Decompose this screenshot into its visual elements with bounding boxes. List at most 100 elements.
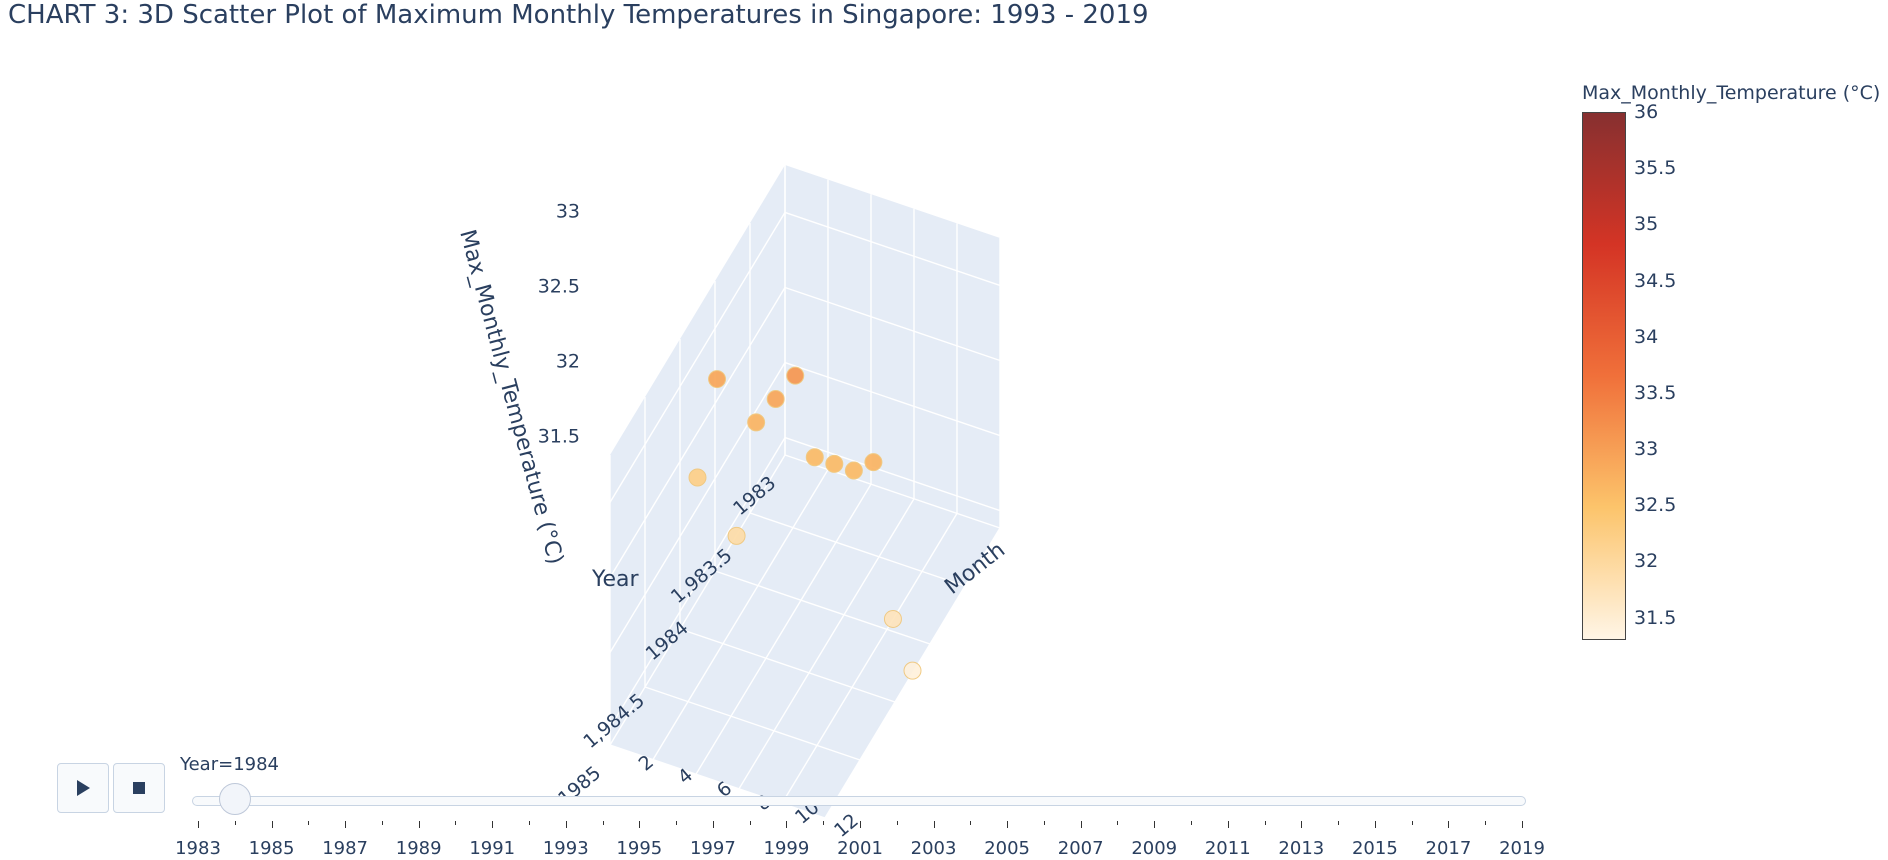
slider-tick-label[interactable]: 2003 bbox=[910, 838, 957, 859]
gridline bbox=[609, 454, 786, 746]
slider-tick bbox=[492, 821, 494, 828]
play-icon bbox=[77, 780, 90, 796]
scatter-point[interactable] bbox=[864, 453, 883, 472]
slider-tick-label[interactable]: 2005 bbox=[984, 838, 1031, 859]
slider-tick bbox=[1191, 821, 1192, 825]
gridline bbox=[749, 512, 966, 587]
colorbar-tick-label: 32 bbox=[1634, 550, 1659, 573]
slider-tick-label[interactable]: 1987 bbox=[322, 838, 369, 859]
scatter-point[interactable] bbox=[727, 526, 746, 545]
gridline bbox=[784, 454, 1001, 529]
z-tick-label: 33 bbox=[556, 200, 580, 222]
chart-title: CHART 3: 3D Scatter Plot of Maximum Mont… bbox=[8, 0, 1149, 30]
slider-tick-label[interactable]: 1999 bbox=[763, 838, 810, 859]
slider-tick-label[interactable]: 1997 bbox=[689, 838, 736, 859]
scatter-point[interactable] bbox=[844, 461, 863, 480]
colorbar-tick-label: 35.5 bbox=[1634, 157, 1677, 180]
scatter-point[interactable] bbox=[766, 389, 785, 408]
slider-tick bbox=[565, 821, 567, 828]
slider-tick bbox=[1301, 821, 1303, 828]
slider-tick-label[interactable]: 2009 bbox=[1131, 838, 1178, 859]
scatter-point[interactable] bbox=[688, 468, 707, 487]
slider-tick-label[interactable]: 1985 bbox=[248, 838, 295, 859]
slider-tick bbox=[308, 821, 310, 825]
slider-tick-label[interactable]: 2019 bbox=[1499, 838, 1545, 859]
slider-tick bbox=[1080, 821, 1082, 828]
gridline bbox=[784, 436, 1001, 512]
slider-tick bbox=[418, 821, 420, 828]
slider-tick bbox=[1227, 821, 1229, 828]
year-slider-track[interactable] bbox=[192, 796, 1526, 806]
slider-tick-label[interactable]: 1993 bbox=[542, 838, 589, 859]
scatter-point[interactable] bbox=[903, 661, 922, 680]
gridline bbox=[784, 286, 1001, 362]
slider-tick bbox=[271, 821, 273, 828]
z-tick-label: 32.5 bbox=[538, 275, 580, 297]
gridline bbox=[784, 361, 1001, 437]
slider-tick-label[interactable]: 2011 bbox=[1204, 838, 1251, 859]
colorbar-title: Max_Monthly_Temperature (°C) bbox=[1582, 82, 1881, 104]
gridline bbox=[609, 437, 786, 728]
slider-tick-label[interactable]: 2001 bbox=[837, 838, 883, 859]
slider-tick bbox=[896, 821, 898, 825]
gridline bbox=[714, 570, 931, 645]
right-wall-pane bbox=[785, 165, 1000, 528]
slider-tick bbox=[529, 821, 530, 825]
slider-tick-label[interactable]: 1995 bbox=[616, 838, 663, 859]
slider-tick-label[interactable]: 1989 bbox=[395, 838, 442, 859]
colorbar-tick-label: 34.5 bbox=[1634, 269, 1677, 292]
year-slider-handle[interactable] bbox=[218, 783, 251, 815]
gridline bbox=[652, 469, 829, 760]
slider-tick bbox=[1522, 821, 1523, 828]
slider-tick bbox=[749, 821, 751, 825]
colorbar-tick-label: 32.5 bbox=[1634, 494, 1677, 517]
z-tick-label: 31.5 bbox=[538, 426, 580, 448]
colorbar-tick-label: 33.5 bbox=[1634, 381, 1677, 404]
gridline bbox=[644, 686, 861, 761]
slider-tick bbox=[198, 821, 199, 828]
scatter-point[interactable] bbox=[747, 413, 766, 432]
slider-tick bbox=[1154, 821, 1156, 828]
scene-gridlines bbox=[609, 165, 1001, 819]
scatter-point[interactable] bbox=[825, 454, 844, 473]
scatter-markers bbox=[688, 366, 922, 680]
stop-button[interactable] bbox=[113, 763, 165, 813]
slider-tick bbox=[639, 821, 641, 828]
gridline bbox=[679, 628, 896, 703]
stop-icon bbox=[133, 782, 145, 794]
scatter-point[interactable] bbox=[708, 370, 727, 389]
gridline bbox=[738, 498, 915, 790]
slider-tick bbox=[602, 821, 604, 825]
gridline bbox=[609, 287, 786, 578]
slider-tick-label[interactable]: 1991 bbox=[469, 838, 516, 859]
slider-tick bbox=[786, 821, 788, 828]
slider-tick-label[interactable]: 2007 bbox=[1057, 838, 1104, 859]
gridline bbox=[609, 212, 786, 503]
slider-tick bbox=[1338, 821, 1340, 825]
slider-tick bbox=[1374, 821, 1376, 828]
slider-tick-label[interactable]: 2017 bbox=[1425, 838, 1472, 859]
play-button[interactable] bbox=[57, 763, 109, 813]
slider-tick-label[interactable]: 2013 bbox=[1278, 838, 1325, 859]
slider-tick bbox=[970, 821, 972, 825]
gridline bbox=[784, 211, 1001, 287]
slider-tick bbox=[1485, 821, 1487, 825]
slider-tick bbox=[234, 821, 236, 825]
slider-tick bbox=[933, 821, 935, 828]
slider-tick bbox=[455, 821, 457, 825]
slider-tick-label[interactable]: 1983 bbox=[175, 838, 221, 859]
gridline bbox=[609, 362, 786, 653]
x-tick-label: 12 bbox=[830, 809, 863, 841]
slider-tick-label[interactable]: 2015 bbox=[1351, 838, 1398, 859]
slider-current-value: Year=1984 bbox=[180, 754, 279, 775]
slider-tick bbox=[823, 821, 825, 825]
slider-tick bbox=[1264, 821, 1266, 825]
scatter-point[interactable] bbox=[805, 448, 824, 467]
left-wall-pane bbox=[610, 165, 785, 745]
scatter-point[interactable] bbox=[786, 366, 805, 385]
gridline bbox=[695, 483, 872, 775]
colorbar-tick-label: 35 bbox=[1634, 213, 1659, 236]
scatter-point[interactable] bbox=[883, 609, 902, 628]
floor-pane bbox=[610, 455, 1000, 818]
